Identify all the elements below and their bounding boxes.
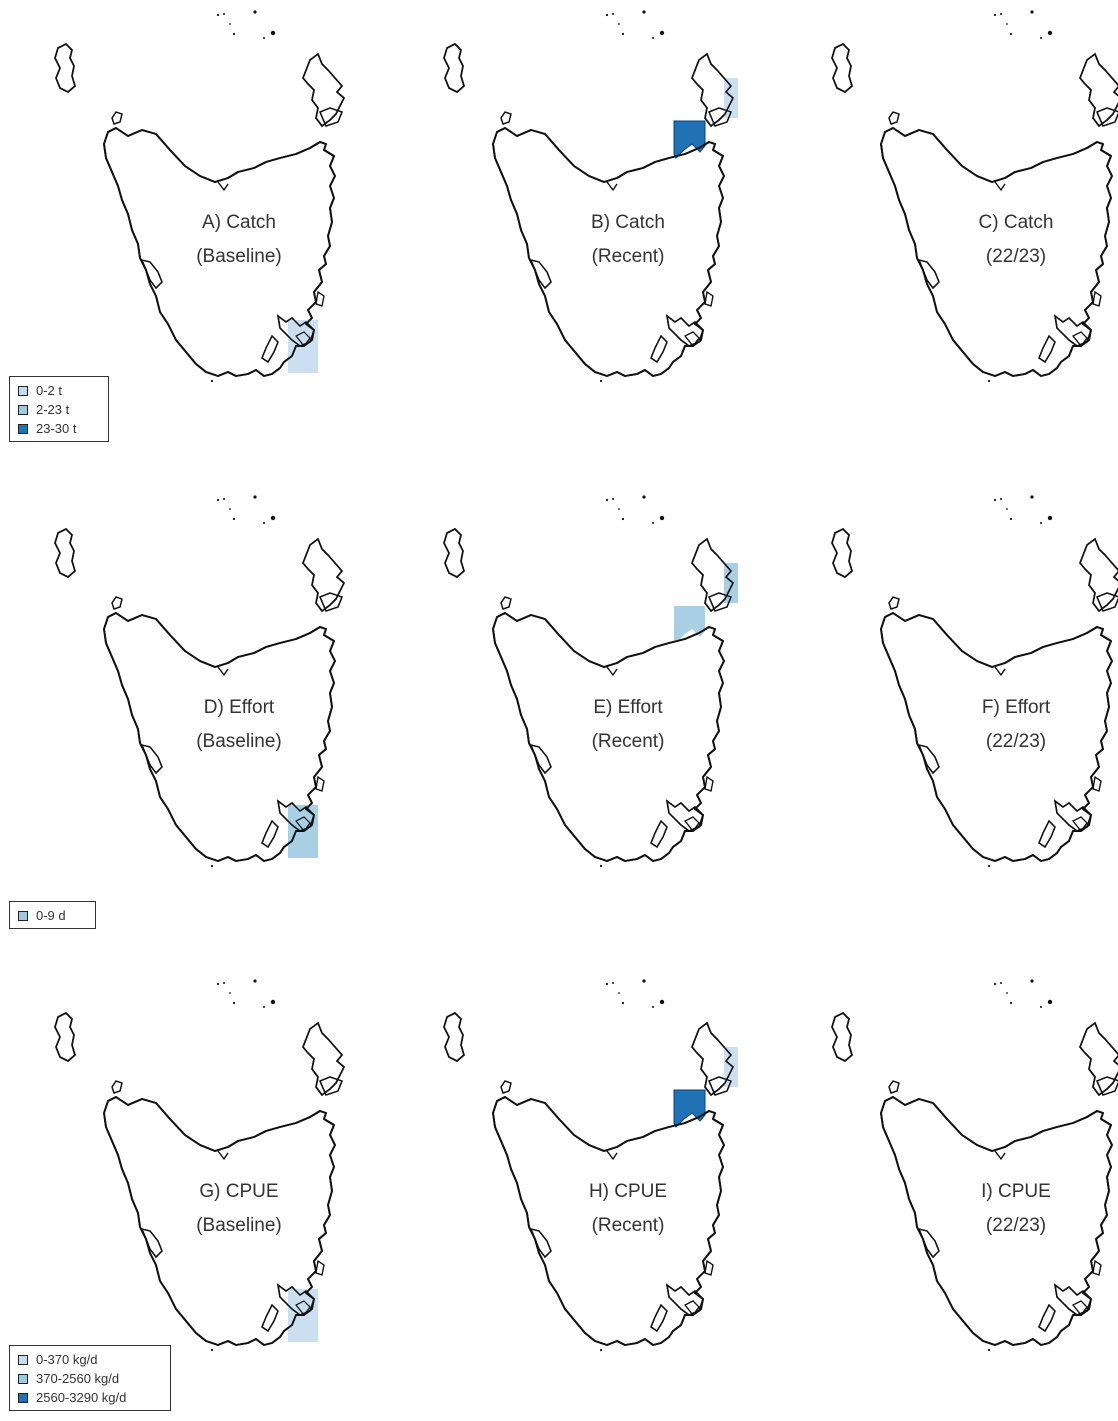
panel-title: E) Effort: [593, 697, 663, 718]
coastline-overlay: [54, 494, 345, 869]
map-panel-f: F) Effort (22/23): [831, 494, 1118, 869]
legend-swatch: [18, 1373, 28, 1384]
panel-title: G) CPUE: [199, 1181, 278, 1202]
legend-label: 0-370 kg/d: [36, 1352, 98, 1367]
legend-cpue: 0-370 kg/d 370-2560 kg/d 2560-3290 kg/d: [9, 1345, 171, 1411]
panel-subtitle: (22/23): [986, 246, 1046, 267]
panel-title: A) Catch: [202, 212, 276, 233]
coastline-overlay: [443, 494, 734, 869]
panel-subtitle: (Baseline): [196, 731, 282, 752]
panel-subtitle: (Recent): [592, 246, 665, 267]
legend-item: 370-2560 kg/d: [18, 1369, 164, 1388]
panel-title: F) Effort: [982, 697, 1051, 718]
panel-subtitle: (Baseline): [196, 1215, 282, 1236]
legend-swatch: [18, 1392, 28, 1403]
coastline-overlay: [831, 9, 1118, 384]
panel-subtitle: (22/23): [986, 1215, 1046, 1236]
legend-label: 0-9 d: [36, 908, 66, 923]
panel-title: C) Catch: [979, 212, 1054, 233]
legend-label: 370-2560 kg/d: [36, 1371, 120, 1386]
coastline-overlay: [443, 978, 734, 1353]
panel-subtitle: (22/23): [986, 731, 1046, 752]
legend-item: 0-370 kg/d: [18, 1350, 164, 1369]
panel-subtitle: (Recent): [592, 1215, 665, 1236]
panel-title: B) Catch: [591, 212, 665, 233]
panel-subtitle: (Recent): [592, 731, 665, 752]
panel-subtitle: (Baseline): [196, 246, 282, 267]
map-panel-h: H) CPUE (Recent): [443, 978, 738, 1353]
coastline-overlay: [443, 9, 734, 384]
legend-swatch: [18, 910, 28, 921]
legend-label: 2-23 t: [36, 402, 70, 417]
legend-swatch: [18, 423, 28, 434]
map-panel-d: D) Effort (Baseline): [54, 494, 345, 869]
map-panel-e: E) Effort (Recent): [443, 494, 738, 869]
legend-item: 0-9 d: [18, 906, 89, 925]
coastline-overlay: [54, 9, 345, 384]
panel-title: H) CPUE: [589, 1181, 667, 1202]
legend-label: 0-2 t: [36, 383, 63, 398]
legend-swatch: [18, 385, 28, 396]
panel-title: I) CPUE: [981, 1181, 1051, 1202]
map-panel-b: B) Catch (Recent): [443, 9, 738, 384]
legend-item: 23-30 t: [18, 419, 102, 438]
legend-label: 2560-3290 kg/d: [36, 1390, 127, 1405]
coastline-overlay: [831, 978, 1118, 1353]
legend-swatch: [18, 1354, 28, 1365]
map-panel-i: I) CPUE (22/23): [831, 978, 1118, 1353]
legend-catch: 0-2 t 2-23 t 23-30 t: [9, 376, 109, 442]
legend-item: 0-2 t: [18, 381, 102, 400]
map-panel-c: C) Catch (22/23): [831, 9, 1118, 384]
map-panel-a: A) Catch (Baseline): [54, 9, 345, 384]
legend-item: 2-23 t: [18, 400, 102, 419]
legend-swatch: [18, 404, 28, 415]
map-panel-g: G) CPUE (Baseline): [54, 978, 345, 1353]
legend-effort: 0-9 d: [9, 901, 96, 929]
legend-label: 23-30 t: [36, 421, 77, 436]
panel-title: D) Effort: [204, 697, 275, 718]
legend-item: 2560-3290 kg/d: [18, 1388, 164, 1407]
coastline-overlay: [54, 978, 345, 1353]
coastline-overlay: [831, 494, 1118, 869]
